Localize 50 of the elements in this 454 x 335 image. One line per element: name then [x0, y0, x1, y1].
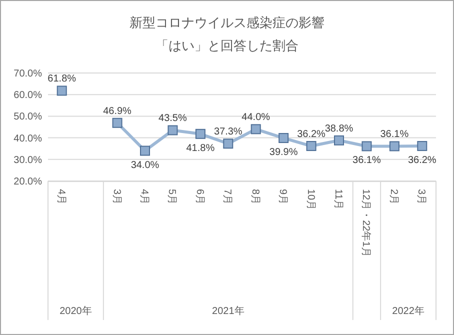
data-label: 38.8% [324, 123, 354, 134]
x-tick-label: 4月 [55, 189, 66, 205]
point [195, 128, 206, 139]
x-tick-label: 3月 [110, 189, 122, 205]
data-label: 36.2% [408, 155, 436, 166]
data-label: 34.0% [130, 160, 160, 171]
x-tick-label: 11月 [332, 189, 344, 210]
data-label: 44.0% [242, 112, 270, 124]
text: 2021年 [212, 305, 244, 317]
point [334, 135, 344, 146]
x-tick-label: 7月 [222, 189, 233, 205]
chart-subtitle: 「はい」と回答した割合 [156, 38, 298, 53]
y-tick-label: 60.0% [14, 90, 42, 102]
data-label: 46.9% [103, 106, 132, 117]
y-tick-label: 20.0% [14, 176, 42, 188]
x-tick-label: 3月 [416, 189, 427, 205]
data-label: 43.5% [158, 113, 187, 124]
point [168, 125, 178, 136]
x-tick-label: 12月・22年1月 [360, 189, 372, 257]
point [362, 141, 372, 152]
text: 2022年 [392, 305, 424, 317]
point [140, 146, 150, 156]
x-tick-label: 5月 [166, 189, 178, 205]
point [56, 86, 67, 96]
point [223, 138, 234, 149]
point [417, 141, 428, 152]
x-tick-label: 6月 [194, 189, 205, 205]
y-tick-label: 30.0% [14, 154, 42, 166]
chart-title: 新型コロナウイルス感染症の影響 [130, 15, 324, 30]
point [278, 133, 289, 144]
data-label: 61.8% [48, 74, 76, 85]
x-tick-label: 2月 [388, 189, 399, 205]
data-label: 39.9% [269, 147, 298, 158]
data-label: 36.1% [380, 129, 409, 140]
point [112, 118, 122, 128]
text: 2020年 [60, 305, 92, 317]
y-tick-label: 70.0% [14, 68, 42, 80]
y-tick-label: 50.0% [14, 112, 42, 123]
x-tick-label: 9月 [277, 189, 288, 205]
x-tick-label: 10月 [304, 189, 316, 210]
x-tick-label: 4月 [138, 189, 150, 205]
y-tick-label: 40.0% [14, 133, 42, 144]
data-label: 37.3% [214, 126, 242, 138]
data-label: 36.2% [297, 129, 326, 140]
point [250, 124, 261, 134]
point [306, 141, 316, 152]
data-label: 36.1% [352, 155, 381, 166]
point [389, 141, 400, 152]
x-tick-label: 8月 [249, 189, 260, 205]
data-label: 41.8% [186, 142, 215, 154]
